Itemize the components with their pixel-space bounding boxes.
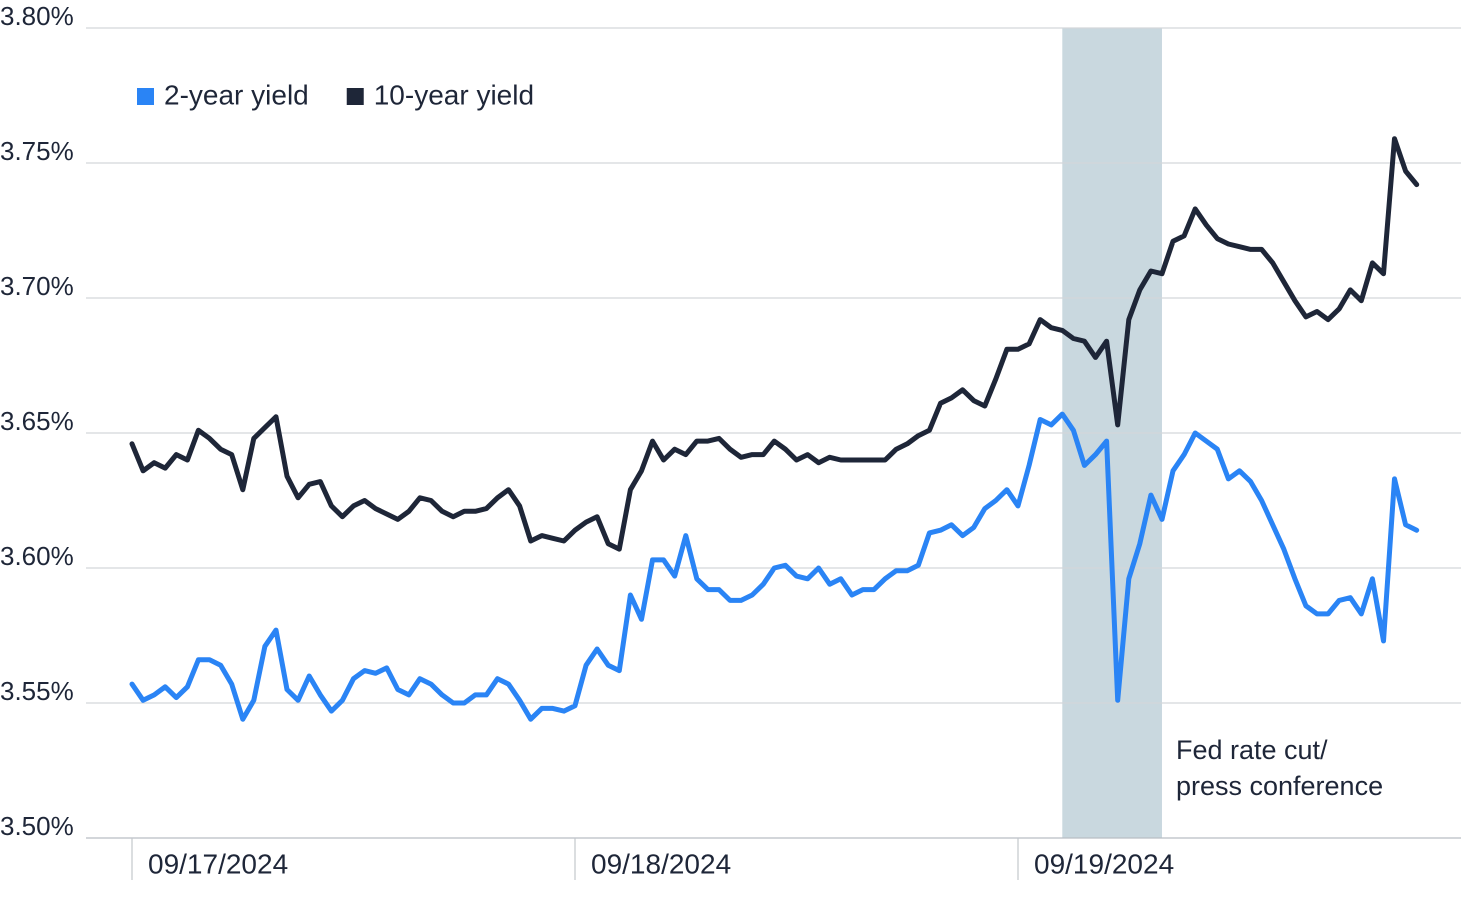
legend-label: 10-year yield [374, 79, 534, 110]
series-line [129, 136, 1420, 552]
y-tick-label: 3.75% [0, 136, 74, 166]
y-tick-label: 3.50% [0, 811, 74, 841]
y-tick-label: 3.80% [0, 1, 74, 31]
legend-swatch [346, 88, 364, 105]
legend-swatch [137, 88, 154, 105]
legend-label: 2-year yield [164, 79, 309, 110]
annotation: Fed rate cut/ [1176, 735, 1328, 765]
y-tick-label: 3.70% [0, 271, 74, 301]
y-tick-label: 3.55% [0, 676, 74, 706]
series-line [129, 411, 1420, 722]
y-tick-label: 3.60% [0, 541, 74, 571]
y-tick-label: 3.65% [0, 406, 74, 436]
x-tick-label: 09/19/2024 [1034, 848, 1174, 879]
x-tick-label: 09/18/2024 [591, 848, 731, 879]
x-tick-label: 09/17/2024 [148, 848, 288, 879]
annotation: press conference [1176, 771, 1383, 801]
